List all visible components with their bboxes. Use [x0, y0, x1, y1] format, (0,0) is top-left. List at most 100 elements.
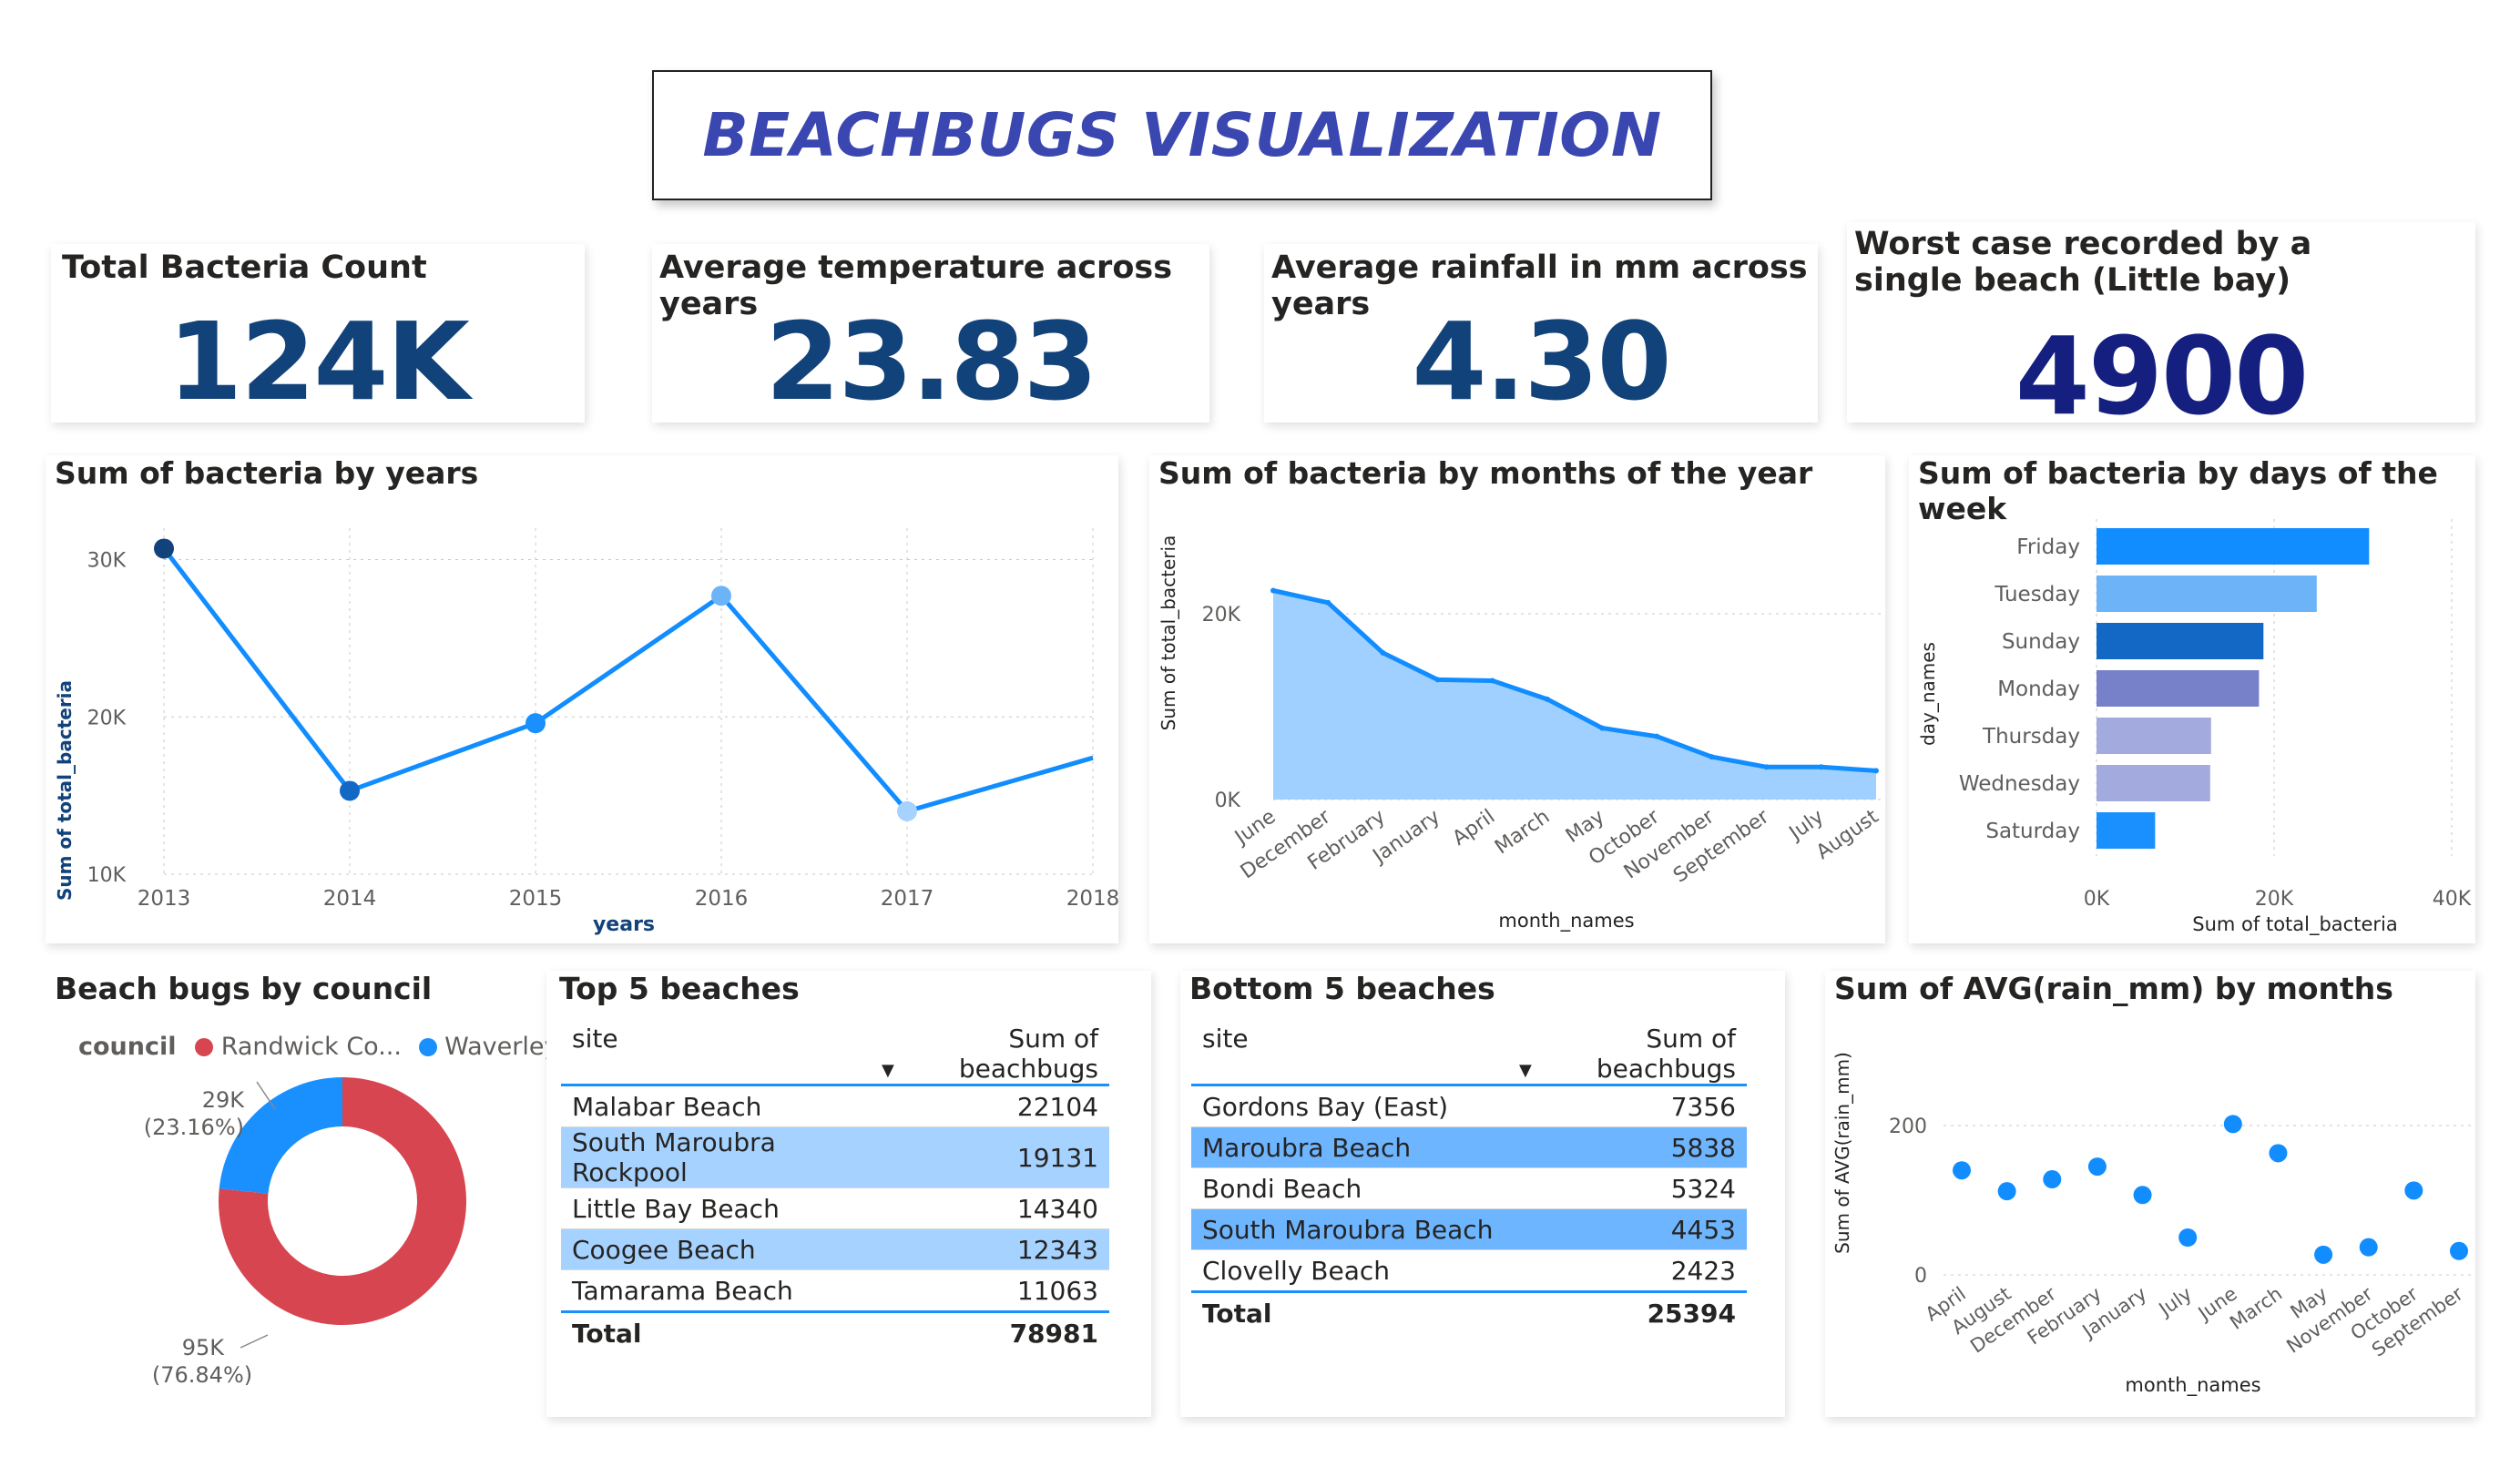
y-axis-title: Sum of total_bacteria	[1158, 535, 1179, 731]
column-header-sum[interactable]: Sum of beachbugs ▼	[871, 1024, 1109, 1086]
kpi-card-worst-case[interactable]: Worst case recorded by a single beach (L…	[1847, 222, 2475, 439]
area-point[interactable]	[1599, 725, 1606, 731]
table-row[interactable]: Gordons Bay (East) 7356	[1191, 1085, 1747, 1127]
x-tick-label: March	[2226, 1282, 2286, 1333]
y-tick-label: Sunday	[2002, 630, 2080, 654]
area-point[interactable]	[1873, 768, 1879, 774]
line-point[interactable]	[340, 780, 360, 801]
scatter-point[interactable]	[2133, 1186, 2152, 1205]
cell-value: 5324	[1508, 1167, 1747, 1209]
bar[interactable]	[2097, 812, 2156, 849]
scatter-chart: Sum of AVG(rain_mm) month_names 0200Apri…	[1831, 1052, 2472, 1397]
top5-table: site Sum of beachbugs ▼ Malabar Beach 221…	[561, 1024, 1109, 1353]
title-banner: BEACHBUGS VISUALIZATION	[652, 70, 1712, 200]
table-row[interactable]: Clovelly Beach 2423	[1191, 1249, 1747, 1292]
bar[interactable]	[2097, 765, 2210, 801]
scatter-point[interactable]	[2314, 1245, 2333, 1264]
legend-title: council	[78, 1033, 177, 1061]
kpi-value: 4.30	[1412, 299, 1671, 424]
bar[interactable]	[2097, 623, 2264, 659]
bar[interactable]	[2097, 528, 2370, 565]
chart-title: Sum of AVG(rain_mm) by months	[1834, 971, 2393, 1006]
x-tick-label: 0K	[2084, 888, 2110, 911]
x-axis-title: month_names	[1498, 910, 1634, 932]
area-point[interactable]	[1763, 764, 1770, 770]
bar[interactable]	[2097, 670, 2260, 707]
bottom5-table-card[interactable]: Bottom 5 beaches site Sum of beachbugs ▼…	[1180, 971, 1785, 1417]
x-axis-title: month_names	[2125, 1374, 2260, 1397]
column-header-sum-label: Sum of beachbugs	[1596, 1024, 1736, 1084]
slice-label-randwick-value: 95K	[182, 1335, 226, 1360]
table-row[interactable]: Maroubra Beach 5838	[1191, 1126, 1747, 1168]
slice-label-waverley-pct: (23.16%)	[144, 1115, 244, 1140]
line-point[interactable]	[154, 538, 174, 559]
table-row[interactable]: Coogee Beach 12343	[561, 1228, 1109, 1270]
line-point[interactable]	[711, 586, 731, 606]
cell-value: 19131	[871, 1126, 1109, 1188]
cell-site: Tamarama Beach	[561, 1269, 871, 1312]
area-point[interactable]	[1544, 696, 1550, 702]
chart-title: Sum of bacteria by days of the week	[1918, 455, 2438, 526]
area-point[interactable]	[1270, 587, 1276, 594]
table-row[interactable]: Malabar Beach 22104	[561, 1085, 1109, 1127]
kpi-card-total-bacteria[interactable]: Total Bacteria Count 124K	[51, 244, 585, 424]
donut-slice[interactable]	[219, 1077, 342, 1194]
area-chart: Sum of total_bacteria month_names 0K20KJ…	[1158, 535, 1885, 932]
area-point[interactable]	[1325, 599, 1331, 606]
table-row[interactable]: South Maroubra Beach 4453	[1191, 1208, 1747, 1250]
kpi-card-avg-rainfall[interactable]: Average rainfall in mm across years 4.30	[1264, 244, 1818, 424]
cell-value: 14340	[871, 1187, 1109, 1229]
scatter-point[interactable]	[2087, 1157, 2107, 1177]
scatter-point[interactable]	[2178, 1228, 2198, 1247]
scatter-point[interactable]	[2450, 1241, 2468, 1260]
line-point[interactable]	[897, 800, 917, 821]
table-row[interactable]: Bondi Beach 5324	[1191, 1167, 1747, 1209]
scatter-point[interactable]	[1997, 1182, 2016, 1201]
area-point[interactable]	[1380, 649, 1386, 656]
sort-desc-icon[interactable]: ▼	[882, 1061, 894, 1080]
table-row[interactable]: South Maroubra Rockpool 19131	[561, 1126, 1109, 1188]
bar[interactable]	[2097, 718, 2211, 754]
x-tick-label: 2018	[1066, 887, 1118, 911]
area-point[interactable]	[1489, 678, 1495, 684]
x-tick-label: 2014	[323, 887, 377, 911]
cell-value: 22104	[871, 1085, 1109, 1127]
area-point[interactable]	[1434, 677, 1441, 683]
y-axis-title: day_names	[1917, 642, 1939, 746]
column-header-sum[interactable]: Sum of beachbugs ▼	[1508, 1024, 1747, 1086]
scatter-point[interactable]	[2043, 1170, 2062, 1189]
slice-label-waverley-value: 29K	[202, 1087, 246, 1113]
legend-item-randwick[interactable]: Randwick Co...	[220, 1033, 402, 1061]
line-point[interactable]	[525, 713, 546, 734]
chart-title: Sum of bacteria by years	[55, 455, 479, 491]
y-tick-label: Friday	[2016, 535, 2080, 559]
table-row[interactable]: Little Bay Beach 14340	[561, 1187, 1109, 1229]
donut-slice[interactable]	[219, 1077, 467, 1325]
area-point[interactable]	[1709, 754, 1715, 760]
scatter-point[interactable]	[1953, 1161, 1971, 1180]
total-value: 78981	[871, 1310, 1109, 1353]
table-row[interactable]: Tamarama Beach 11063	[561, 1269, 1109, 1312]
bar-chart-card[interactable]: Sum of bacteria by days of the week day_…	[1909, 455, 2475, 943]
area-chart-card[interactable]: Sum of bacteria by months of the year Su…	[1149, 455, 1885, 943]
page-title: BEACHBUGS VISUALIZATION	[702, 100, 1662, 170]
column-header-site[interactable]: site	[561, 1024, 871, 1086]
bar-chart: day_names Sum of total_bacteria 0K 20K 40K…	[1917, 519, 2472, 936]
y-tick-label: 30K	[87, 550, 127, 573]
area-point[interactable]	[1654, 733, 1660, 739]
scatter-point[interactable]	[2359, 1238, 2378, 1257]
column-header-site[interactable]: site	[1191, 1024, 1508, 1086]
kpi-card-avg-temperature[interactable]: Average temperature across years 23.83	[652, 244, 1209, 424]
area-point[interactable]	[1818, 764, 1824, 770]
total-label: Total	[561, 1310, 871, 1353]
line-chart-card[interactable]: Sum of bacteria by years Sum of total_ba…	[46, 455, 1118, 943]
top5-table-card[interactable]: Top 5 beaches site Sum of beachbugs ▼ Ma…	[546, 971, 1151, 1417]
scatter-point[interactable]	[2404, 1181, 2423, 1200]
donut-chart-card[interactable]: Beach bugs by council council Randwick C…	[46, 971, 590, 1417]
scatter-chart-card[interactable]: Sum of AVG(rain_mm) by months Sum of AVG…	[1825, 971, 2475, 1417]
bar[interactable]	[2097, 576, 2317, 612]
scatter-point[interactable]	[2223, 1115, 2242, 1134]
scatter-point[interactable]	[2269, 1144, 2288, 1163]
cell-site: Little Bay Beach	[561, 1187, 871, 1229]
sort-desc-icon[interactable]: ▼	[1519, 1061, 1532, 1080]
